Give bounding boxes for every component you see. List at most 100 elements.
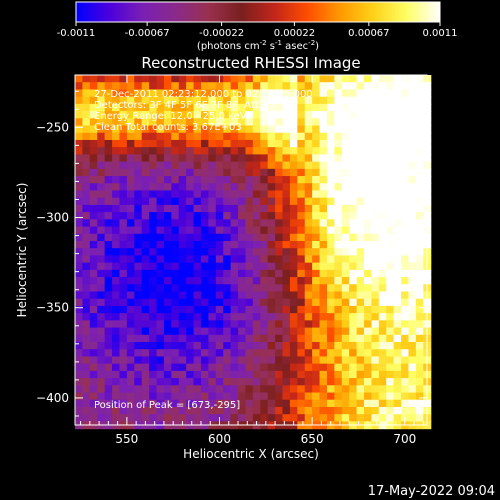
heatmap-cell	[341, 298, 350, 307]
heatmap-cell	[230, 356, 239, 365]
heatmap-cell	[141, 190, 150, 199]
heatmap-cell	[341, 327, 350, 336]
heatmap-cell	[134, 176, 143, 184]
heatmap-cell	[260, 219, 269, 228]
heatmap-cell	[349, 197, 358, 206]
heatmap-cell	[289, 219, 298, 228]
heatmap-cell	[378, 298, 387, 307]
heatmap-cell	[238, 233, 247, 242]
heatmap-cell	[126, 277, 135, 285]
heatmap-cell	[408, 226, 417, 235]
heatmap-cell	[200, 161, 209, 170]
heatmap-cell	[304, 248, 313, 257]
heatmap-cell	[89, 82, 98, 91]
heatmap-cell	[282, 82, 291, 91]
heatmap-cell	[252, 132, 261, 141]
heatmap-cell	[156, 356, 165, 365]
heatmap-cell	[319, 82, 328, 91]
heatmap-cell	[408, 103, 417, 112]
heatmap-cell	[393, 233, 402, 242]
heatmap-cell	[282, 313, 291, 321]
heatmap-cell	[82, 356, 91, 365]
heatmap-cell	[252, 262, 261, 271]
heatmap-cell	[334, 363, 343, 372]
heatmap-cell	[112, 255, 121, 264]
heatmap-cell	[75, 240, 84, 249]
heatmap-cell	[297, 219, 306, 228]
heatmap-cell	[230, 327, 239, 336]
heatmap-cell	[223, 176, 232, 184]
heatmap-cell	[171, 118, 180, 127]
heatmap-cell	[126, 168, 135, 177]
heatmap-cell	[149, 103, 158, 112]
heatmap-cell	[141, 248, 150, 257]
heatmap-cell	[238, 399, 247, 408]
heatmap-cell	[356, 154, 365, 163]
heatmap-cell	[312, 132, 321, 141]
heatmap-cell	[393, 96, 402, 105]
heatmap-cell	[126, 399, 135, 408]
heatmap-cell	[215, 305, 224, 314]
heatmap-cell	[371, 103, 380, 112]
heatmap-cell	[386, 89, 395, 98]
heatmap-cell	[97, 414, 106, 422]
heatmap-cell	[82, 385, 91, 394]
heatmap-cell	[312, 96, 321, 105]
heatmap-cell	[141, 298, 150, 307]
heatmap-cell	[326, 219, 335, 228]
heatmap-cell	[215, 96, 224, 105]
heatmap-cell	[141, 233, 150, 242]
heatmap-cell	[386, 291, 395, 300]
heatmap-cell	[319, 118, 328, 127]
heatmap-cell	[193, 370, 202, 379]
heatmap-cell	[371, 154, 380, 163]
heatmap-cell	[126, 139, 135, 148]
heatmap-cell	[304, 320, 313, 329]
heatmap-cell	[119, 161, 128, 170]
heatmap-cell	[408, 161, 417, 170]
heatmap-cell	[371, 197, 380, 206]
heatmap-cell	[334, 349, 343, 358]
heatmap-cell	[171, 103, 180, 112]
x-axis-label: Heliocentric X (arcsec)	[183, 447, 319, 461]
heatmap-cell	[415, 219, 424, 228]
heatmap-cell	[200, 291, 209, 300]
heatmap-cell	[193, 327, 202, 336]
heatmap-cell	[238, 125, 247, 134]
heatmap-cell	[297, 161, 306, 170]
heatmap-cell	[267, 284, 276, 293]
heatmap-cell	[112, 342, 121, 350]
heatmap-cell	[82, 327, 91, 336]
heatmap-cell	[163, 183, 172, 192]
heatmap-cell	[208, 356, 217, 365]
heatmap-cell	[223, 147, 232, 155]
heatmap-cell	[267, 327, 276, 336]
heatmap-cell	[289, 132, 298, 141]
heatmap-cell	[275, 240, 284, 249]
heatmap-cell	[393, 385, 402, 394]
heatmap-cell	[312, 291, 321, 300]
heatmap-cell	[334, 226, 343, 235]
heatmap-cell	[97, 233, 106, 242]
heatmap-cell	[82, 125, 91, 134]
heatmap-cell	[89, 125, 98, 134]
heatmap-cell	[126, 147, 135, 155]
heatmap-cell	[364, 327, 373, 336]
heatmap-cell	[126, 75, 135, 83]
heatmap-cell	[119, 226, 128, 235]
heatmap-cell	[112, 370, 121, 379]
heatmap-cell	[156, 320, 165, 329]
heatmap-cell	[193, 161, 202, 170]
heatmap-cell	[289, 240, 298, 249]
heatmap-cell	[378, 414, 387, 422]
heatmap-cell	[275, 334, 284, 343]
heatmap-cell	[356, 168, 365, 177]
heatmap-cell	[186, 118, 195, 127]
heatmap-cell	[186, 197, 195, 206]
heatmap-cell	[200, 255, 209, 264]
heatmap-cell	[260, 197, 269, 206]
chart-title: Reconstructed RHESSI Image	[141, 54, 360, 72]
heatmap-cell	[112, 96, 121, 105]
heatmap-cell	[89, 370, 98, 379]
heatmap-cell	[245, 233, 254, 242]
